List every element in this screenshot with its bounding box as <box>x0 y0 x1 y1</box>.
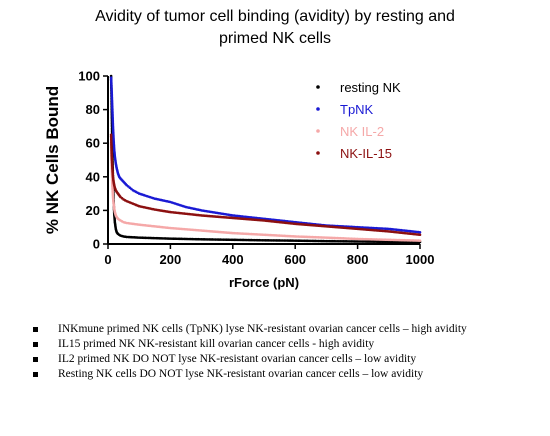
y-tick-label: 80 <box>86 102 100 117</box>
y-tick-label: 100 <box>78 69 100 84</box>
x-tick-label: 600 <box>284 252 306 267</box>
legend-label-0: resting NK <box>340 80 401 95</box>
bullet-icon <box>33 327 38 332</box>
legend-marker-3 <box>316 151 320 155</box>
y-tick-label: 40 <box>86 169 100 184</box>
x-tick-label: 800 <box>347 252 369 267</box>
x-tick-label: 200 <box>160 252 182 267</box>
notes-list: INKmune primed NK cells (TpNK) lyse NK-r… <box>30 322 467 382</box>
legend-label-3: NK-IL-15 <box>340 146 392 161</box>
legend-marker-2 <box>316 129 320 133</box>
note-text: Resting NK cells DO NOT lyse NK-resistan… <box>58 368 424 380</box>
chart-title: Avidity of tumor cell binding (avidity) … <box>0 6 550 50</box>
note-item: IL15 primed NK NK-resistant kill ovarian… <box>30 337 467 352</box>
note-text: IL15 primed NK NK-resistant kill ovarian… <box>58 338 375 350</box>
bullet-icon <box>33 357 38 362</box>
x-tick-label: 1000 <box>406 252 435 267</box>
note-text: IL2 primed NK DO NOT lyse NK-resistant o… <box>58 353 417 365</box>
x-axis-label: rForce (pN) <box>229 275 299 290</box>
bullet-icon <box>33 372 38 377</box>
chart-title-line-1: Avidity of tumor cell binding (avidity) … <box>95 8 455 25</box>
data-point-1 <box>418 230 422 234</box>
legend-marker-1 <box>316 107 320 111</box>
note-item: INKmune primed NK cells (TpNK) lyse NK-r… <box>30 322 467 337</box>
legend-marker-0 <box>316 85 320 89</box>
data-point-2 <box>418 239 422 242</box>
y-tick-label: 0 <box>93 237 100 252</box>
x-tick-label: 400 <box>222 252 244 267</box>
y-axis-label: % NK Cells Bound <box>43 86 62 234</box>
x-tick-label: 0 <box>104 252 111 267</box>
data-point-3 <box>418 233 422 237</box>
avidity-chart: 0 200 400 600 800 1000 0 20 40 60 80 100 rForce (pN)… <box>43 69 435 291</box>
bullet-icon <box>33 342 38 347</box>
note-text: INKmune primed NK cells (TpNK) lyse NK-r… <box>58 323 467 335</box>
note-item: Resting NK cells DO NOT lyse NK-resistan… <box>30 367 467 382</box>
note-item: IL2 primed NK DO NOT lyse NK-resistant o… <box>30 352 467 367</box>
legend-label-2: NK IL-2 <box>340 124 384 139</box>
y-tick-label: 60 <box>86 136 100 151</box>
chart-title-line-2: primed NK cells <box>218 30 332 47</box>
y-tick-label: 20 <box>86 203 100 218</box>
legend-label-1: TpNK <box>340 102 374 117</box>
